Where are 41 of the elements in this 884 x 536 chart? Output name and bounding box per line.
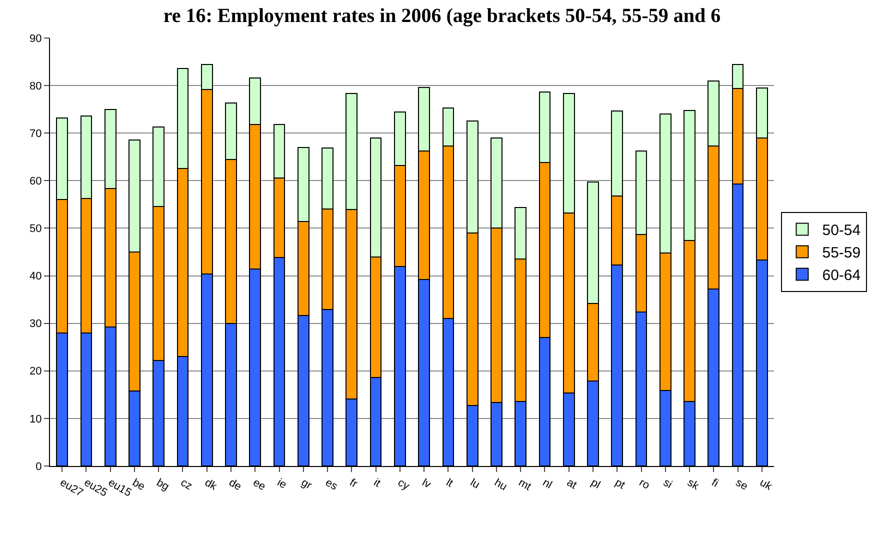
y-tick-label: 40 <box>30 270 42 283</box>
x-tick-label: uk <box>758 476 774 494</box>
x-tick-label: ro <box>637 476 652 492</box>
chart-title: re 16: Employment rates in 2006 (age brackets 50-54, 55-59 and 6 <box>163 5 721 28</box>
x-tick-label: it <box>372 476 382 490</box>
y-tick-label: 70 <box>30 128 42 140</box>
x-tick-label: pl <box>588 476 602 492</box>
x-tick-label: nl <box>540 476 554 492</box>
x-tick-label: ie <box>275 476 288 492</box>
x-tick-label: cz <box>178 476 194 493</box>
x-tick-label: pt <box>612 476 627 492</box>
y-tick-label: 10 <box>30 413 42 426</box>
x-tick-label: cy <box>396 476 412 493</box>
x-tick-label: gr <box>299 476 314 492</box>
x-tick-label: ee <box>250 476 268 494</box>
x-tick-label: de <box>226 476 244 494</box>
x-tick-label: hu <box>492 476 509 494</box>
x-tick-label: se <box>734 476 750 493</box>
x-tick-label: fi <box>709 476 720 490</box>
y-tick-label: 50 <box>30 223 42 236</box>
x-tick-label: lt <box>444 476 455 490</box>
x-tick-label: lu <box>468 476 482 492</box>
y-tick-label: 90 <box>30 32 42 45</box>
legend-label: 55-59 <box>822 244 861 262</box>
x-tick-label: es <box>323 476 340 494</box>
legend-label: 50-54 <box>822 222 861 240</box>
x-tick-label: lv <box>420 476 434 492</box>
legend-label: 60-64 <box>822 267 861 284</box>
x-tick-label: eu27 <box>58 476 86 500</box>
y-tick-label: 20 <box>30 366 42 378</box>
y-tick-label: 60 <box>30 176 42 188</box>
x-tick-label: at <box>564 476 579 492</box>
x-tick-label: bg <box>154 476 171 494</box>
x-tick-label: fr <box>347 476 360 491</box>
y-tick-label: 80 <box>30 80 42 92</box>
x-tick-label: si <box>661 476 674 492</box>
x-tick-label: dk <box>202 476 220 494</box>
y-tick-label: 30 <box>30 318 42 330</box>
x-tick-label: sk <box>685 476 702 493</box>
y-tick-label: 0 <box>36 460 42 473</box>
x-tick-label: mt <box>516 476 533 494</box>
